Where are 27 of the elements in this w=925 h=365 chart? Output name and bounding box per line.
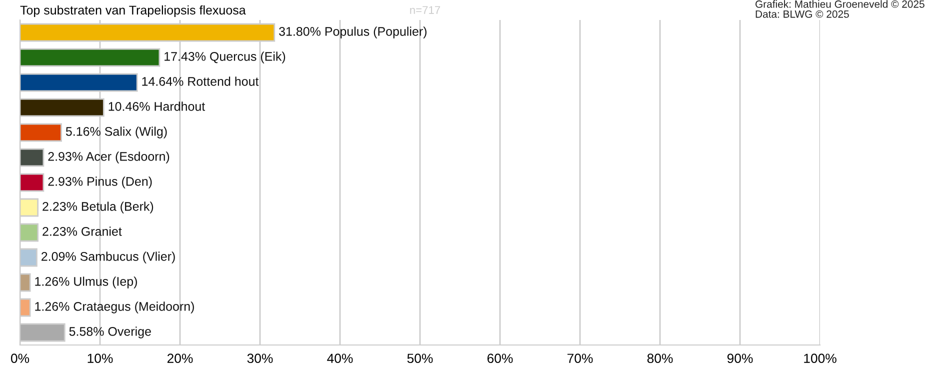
x-tick-label: 40% [327,354,353,364]
x-tick-label: 70% [567,354,593,364]
data-label: 2.23% Betula (Berk) [42,202,154,214]
data-label: 1.26% Ulmus (Iep) [35,276,137,288]
data-label: 17.43% Quercus (Eik) [164,52,286,64]
x-tick-label: 50% [407,354,433,364]
x-tick-label: 10% [88,354,113,364]
text: Grafiek: Mathieu Groeneveld © 2025 [756,0,924,8]
x-tick-label: 90% [727,354,753,364]
text: Data: BLWG © 2025 [756,10,849,18]
x-tick-label: 20% [167,354,193,364]
data-label: 5.16% Salix (Wilg) [66,126,167,138]
x-tick-label: 0% [10,354,30,364]
data-label: 2.93% Pinus (Den) [48,176,152,188]
data-label: 1.26% Crataegus (Meidoorn) [35,302,194,314]
data-label: 31.80% Populus (Populier) [279,26,426,38]
chart-title: Top substraten van Trapeliopsis flexuosa [20,5,246,18]
x-tick-label: 80% [647,354,673,364]
data-label: 2.93% Acer (Esdoorn) [48,152,170,164]
data-label: 2.23% Graniet [42,226,122,236]
data-label: 14.64% Rottend hout [142,76,259,86]
x-tick-label: 60% [487,354,513,364]
data-label: 2.09% Sambucus (Vlier) [42,252,175,264]
data-label: 10.46% Hardhout [108,102,206,111]
x-tick-label: 100% [804,354,836,364]
data-label: 5.58% Overige [69,326,151,338]
x-tick-label: 30% [247,354,273,364]
